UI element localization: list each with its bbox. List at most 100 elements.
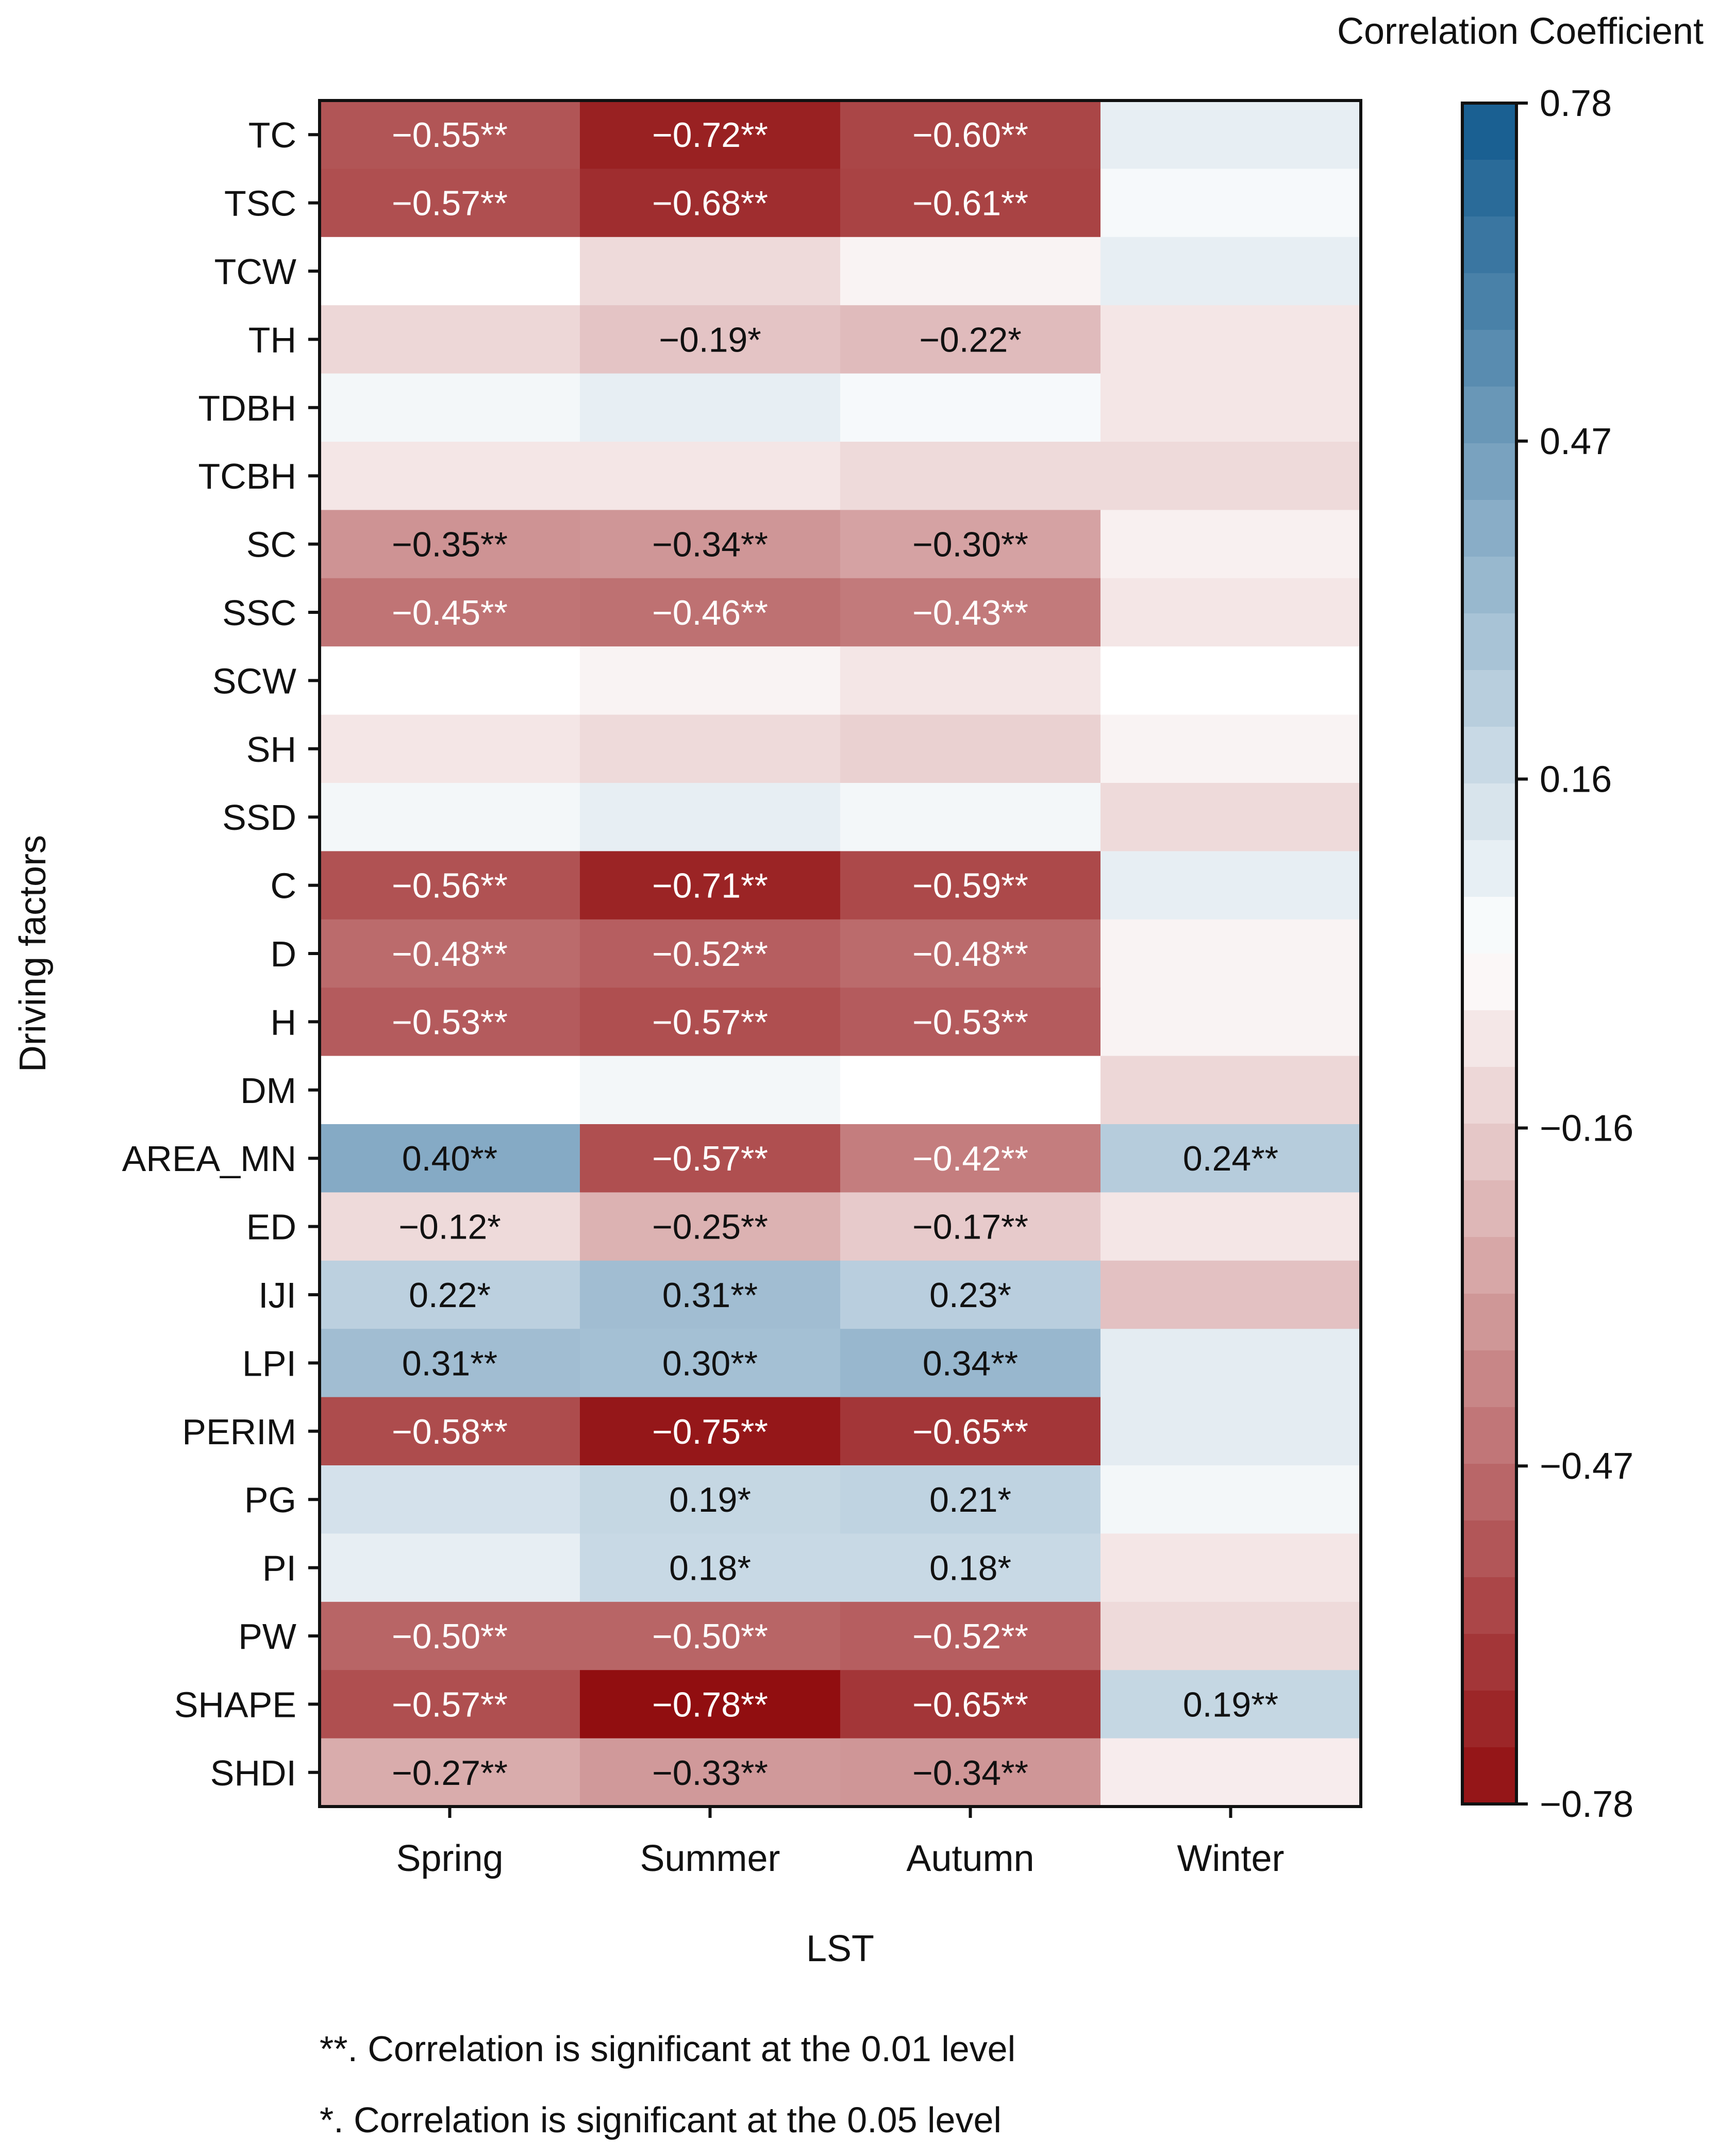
heatmap-cell-label: −0.45** — [392, 593, 508, 632]
footnote-significance-005: *. Correlation is significant at the 0.0… — [320, 2100, 1002, 2140]
heatmap-cell — [1100, 714, 1361, 783]
heatmap-cell-label: −0.12* — [398, 1208, 501, 1247]
heatmap-cell — [320, 237, 580, 306]
y-axis: TC TSC TCW TH TDBH TCBH SC SSC SCW SH SSD CDH DM AREA… — [122, 115, 320, 1793]
heatmap-cell — [840, 1738, 1101, 1807]
heatmap-cell — [320, 1670, 580, 1739]
heatmap-cell — [840, 988, 1101, 1057]
heatmap-cell — [840, 510, 1101, 579]
heatmap-cell — [580, 1533, 841, 1602]
heatmap-cell — [1100, 851, 1361, 920]
heatmap-cell — [840, 237, 1101, 306]
y-tick-label: SC — [246, 525, 296, 565]
colorbar-segment — [1462, 1577, 1516, 1634]
heatmap-cell-label: −0.33** — [652, 1753, 768, 1793]
y-tick-label: TDBH — [198, 388, 296, 428]
heatmap-cell-label: −0.57** — [652, 1139, 768, 1178]
heatmap-cell-label: 0.34** — [923, 1344, 1018, 1383]
heatmap-cell — [320, 101, 580, 169]
colorbar-tick-label: −0.78 — [1540, 1784, 1633, 1825]
heatmap-cell-label: −0.55** — [392, 115, 508, 155]
heatmap-cell-label: −0.50** — [652, 1617, 768, 1656]
heatmap-cell-label: −0.52** — [912, 1617, 1028, 1656]
heatmap-cell — [580, 1124, 841, 1193]
colorbar-ticks: 0.78 0.47 0.16 −0.16 −0.47 −0.78 — [1516, 83, 1633, 1825]
heatmap-cell-label: −0.56** — [392, 866, 508, 906]
heatmap-cell — [1100, 1124, 1361, 1193]
heatmap-cell-label: −0.71** — [652, 866, 768, 906]
heatmap-cell-label: −0.35** — [392, 525, 508, 564]
x-tick-label: Spring — [396, 1838, 503, 1879]
heatmap-cell — [1100, 1260, 1361, 1329]
heatmap-cell — [840, 101, 1101, 169]
colorbar-segment — [1462, 1464, 1516, 1521]
heatmap-cell — [1100, 305, 1361, 374]
x-tick-label: Autumn — [906, 1838, 1034, 1879]
heatmap-cell — [1100, 1397, 1361, 1466]
colorbar-segment — [1462, 273, 1516, 330]
heatmap-cell-label: −0.46** — [652, 593, 768, 632]
heatmap-cell — [1100, 1329, 1361, 1398]
colorbar-frame — [1461, 102, 1518, 1806]
y-tick-label: H — [270, 1002, 296, 1042]
colorbar-segment — [1462, 103, 1516, 160]
heatmap-cell — [320, 646, 580, 715]
heatmap-cell-label: −0.61** — [912, 184, 1028, 223]
footnote-significance-001: **. Correlation is significant at the 0.… — [320, 2029, 1016, 2069]
heatmap-cell — [840, 851, 1101, 920]
heatmap-cell — [320, 1533, 580, 1602]
heatmap-cell — [580, 1192, 841, 1261]
heatmap-cell-label: −0.75** — [652, 1412, 768, 1451]
y-tick-label: SSD — [222, 797, 296, 838]
heatmap-cell-label: 0.31** — [402, 1344, 497, 1383]
heatmap-cell — [1100, 510, 1361, 579]
heatmap-cell-label: −0.19* — [659, 320, 761, 359]
heatmap-cell — [1100, 1192, 1361, 1261]
colorbar-segment — [1462, 1124, 1516, 1181]
heatmap-cell — [580, 714, 841, 783]
y-tick-label: TC — [248, 115, 296, 155]
heatmap-cell — [840, 919, 1101, 988]
heatmap-cell — [580, 101, 841, 169]
heatmap-cell-label: −0.17** — [912, 1208, 1028, 1247]
y-tick-label: C — [270, 866, 296, 906]
colorbar-segment — [1462, 387, 1516, 444]
colorbar-segment — [1462, 443, 1516, 500]
heatmap-cell — [1100, 1670, 1361, 1739]
heatmap-cell-label: 0.19** — [1183, 1685, 1278, 1724]
heatmap-cell-label: −0.43** — [912, 593, 1028, 632]
y-axis-title: Driving factors — [12, 835, 54, 1072]
heatmap-cell — [840, 783, 1101, 851]
heatmap-cell-labels: −0.55** −0.72** −0.60** −0.57** −0.68** −0.61… — [392, 115, 1278, 1793]
colorbar-segment — [1462, 1747, 1516, 1804]
heatmap-cell-label: −0.42** — [912, 1139, 1028, 1178]
heatmap-cell — [580, 988, 841, 1057]
y-tick-label: SCW — [212, 661, 296, 701]
heatmap-cell — [320, 988, 580, 1057]
y-tick-label: PW — [238, 1616, 296, 1657]
heatmap-cell-label: −0.22* — [919, 320, 1022, 359]
heatmap-cell-label: 0.40** — [402, 1139, 497, 1178]
heatmap-cell-label: −0.65** — [912, 1412, 1028, 1451]
heatmap-cell — [840, 1601, 1101, 1670]
heatmap-cell-label: −0.57** — [652, 1002, 768, 1042]
heatmap-cell — [840, 305, 1101, 374]
heatmap-cell-label: 0.18* — [929, 1549, 1011, 1588]
heatmap-cell — [320, 1397, 580, 1466]
heatmap-cell-label: 0.23* — [929, 1276, 1011, 1315]
y-tick-label: DM — [240, 1071, 296, 1111]
heatmap-cell — [1100, 237, 1361, 306]
heatmap-cell — [840, 1260, 1101, 1329]
colorbar-tick-label: 0.78 — [1540, 83, 1612, 124]
heatmap-cell — [320, 1192, 580, 1261]
heatmap-cell — [580, 1670, 841, 1739]
heatmap-cell-label: 0.31** — [662, 1276, 758, 1315]
heatmap-cell — [580, 510, 841, 579]
heatmap-cell-label: −0.68** — [652, 184, 768, 223]
heatmap-cell — [320, 442, 580, 510]
colorbar-segment — [1462, 954, 1516, 1011]
colorbar-segment — [1462, 1010, 1516, 1067]
colorbar-tick-label: −0.16 — [1540, 1108, 1633, 1149]
y-tick-label: PI — [262, 1548, 296, 1589]
heatmap-cell — [840, 442, 1101, 510]
